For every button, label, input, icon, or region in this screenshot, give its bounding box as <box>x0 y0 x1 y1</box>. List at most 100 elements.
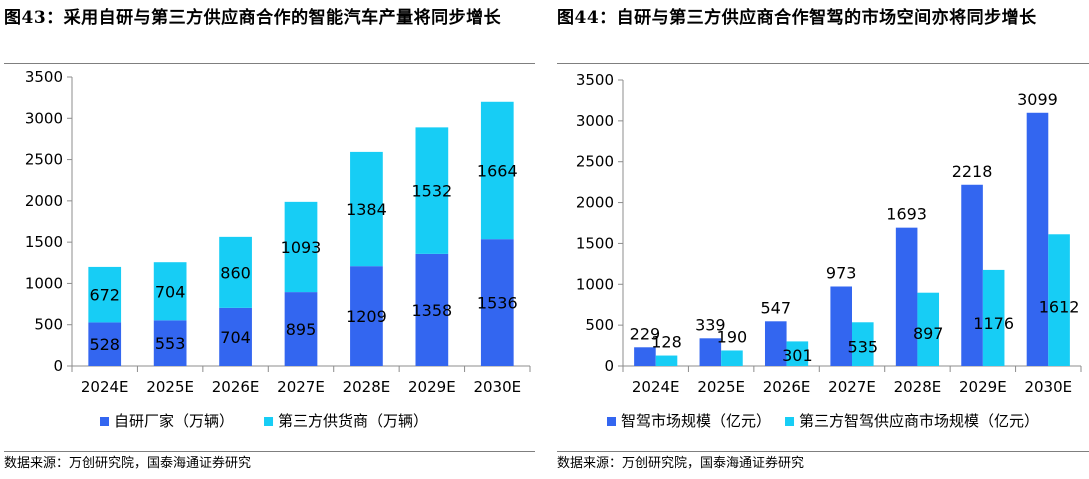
x-tick-label: 2027E <box>277 378 325 396</box>
y-tick-label: 3500 <box>25 68 63 86</box>
y-tick-label: 500 <box>34 316 63 334</box>
bar <box>1026 112 1049 366</box>
data-label: 704 <box>155 282 186 301</box>
y-tick-label: 3000 <box>576 112 614 130</box>
bar <box>699 338 722 366</box>
x-tick-label: 2024E <box>632 378 680 396</box>
bar <box>830 286 852 366</box>
bar <box>961 184 983 366</box>
bar <box>284 292 318 366</box>
x-tick-label: 2029E <box>959 378 1007 396</box>
y-tick-label: 2000 <box>25 192 63 210</box>
bar <box>982 269 1005 366</box>
y-tick-label: 1500 <box>576 234 614 252</box>
data-label: 2218 <box>952 162 993 181</box>
bar <box>415 127 449 254</box>
y-tick-label: 500 <box>585 316 614 334</box>
bar <box>350 266 383 366</box>
data-label: 339 <box>695 315 726 334</box>
bar <box>88 322 122 366</box>
data-label: 229 <box>630 324 661 343</box>
x-tick-label: 2028E <box>343 378 391 396</box>
bar <box>350 151 383 267</box>
y-tick-label: 2000 <box>576 194 614 212</box>
data-label: 3099 <box>1017 90 1058 109</box>
y-tick-label: 0 <box>604 357 614 375</box>
bar <box>284 201 318 293</box>
title-divider <box>557 63 1089 64</box>
y-tick-label: 3500 <box>576 71 614 89</box>
data-label: 535 <box>848 337 879 356</box>
source-divider <box>4 451 535 452</box>
data-label: 895 <box>286 320 317 339</box>
source-divider <box>557 451 1089 452</box>
bar <box>786 341 809 366</box>
bar <box>88 266 122 323</box>
data-label: 553 <box>155 334 186 353</box>
data-label: 1209 <box>346 307 387 326</box>
y-tick-label: 2500 <box>576 153 614 171</box>
figure-title: 图44：自研与第三方供应商合作智驾的市场空间亦将同步增长 <box>557 8 1037 28</box>
x-tick-label: 2030E <box>1024 378 1072 396</box>
y-tick-label: 0 <box>53 357 63 375</box>
legend-swatch <box>785 417 795 426</box>
x-tick-label: 2030E <box>473 378 521 396</box>
stacked-bar-chart: 0 500 1000 1500 2000 2500 3000 3500 2024E 2025E 20… <box>25 68 531 430</box>
bar <box>480 101 514 240</box>
data-label: 547 <box>761 298 792 317</box>
x-tick-label: 2026E <box>212 378 260 396</box>
x-tick-label: 2024E <box>81 378 129 396</box>
data-label: 128 <box>651 333 682 352</box>
y-tick-label: 1000 <box>576 275 614 293</box>
legend-label: 自研厂家（万辆） <box>114 412 234 430</box>
data-source: 数据来源：万创研究院，国泰海通证券研究 <box>4 456 252 471</box>
data-label: 1536 <box>477 294 518 313</box>
figure-title: 图43：采用自研与第三方供应商合作的智能汽车产量将同步增长 <box>4 8 502 28</box>
x-tick-label: 2025E <box>697 378 745 396</box>
data-label: 528 <box>89 335 120 354</box>
legend-label: 第三方智驾供应商市场规模（亿元） <box>799 412 1039 430</box>
bar <box>480 239 514 366</box>
bar <box>852 322 874 366</box>
bar <box>219 307 252 366</box>
data-label: 301 <box>782 346 813 365</box>
y-tick-label: 2500 <box>25 151 63 169</box>
bar <box>415 253 449 366</box>
legend-label: 第三方供货商（万辆） <box>278 412 428 430</box>
bar <box>153 262 187 321</box>
legend-swatch <box>264 417 274 426</box>
y-tick-label: 1500 <box>25 233 63 251</box>
y-tick-label: 3000 <box>25 109 63 127</box>
legend-label: 智驾市场规模（亿元） <box>621 412 771 430</box>
data-label: 1532 <box>411 182 452 201</box>
data-label: 672 <box>89 286 120 305</box>
x-tick-label: 2027E <box>828 378 876 396</box>
bar <box>721 350 743 366</box>
data-label: 1693 <box>886 205 927 224</box>
bar <box>895 227 918 366</box>
data-label: 973 <box>826 263 857 282</box>
x-tick-label: 2028E <box>894 378 942 396</box>
data-label: 190 <box>717 327 748 346</box>
bar <box>655 355 678 366</box>
x-tick-label: 2025E <box>146 378 194 396</box>
x-tick-label: 2026E <box>763 378 811 396</box>
x-tick-label: 2029E <box>408 378 456 396</box>
legend-swatch <box>100 417 109 426</box>
legend-swatch <box>607 417 616 426</box>
chart-panel-right: 图44：自研与第三方供应商合作智驾的市场空间亦将同步增长 0 500 1000 150… <box>553 0 1089 479</box>
y-tick-label: 1000 <box>25 274 63 292</box>
bar <box>153 320 187 366</box>
chart-panel-left: 图43：采用自研与第三方供应商合作的智能汽车产量将同步增长 0 500 1000 15… <box>0 0 535 479</box>
data-label: 1358 <box>411 301 452 320</box>
data-label: 1664 <box>477 161 518 180</box>
bar <box>917 292 940 366</box>
data-label: 1176 <box>973 314 1014 333</box>
bar <box>1048 234 1070 366</box>
data-label: 1093 <box>281 238 322 257</box>
bar <box>219 236 252 308</box>
bar <box>764 321 787 366</box>
data-label: 704 <box>220 328 251 347</box>
grouped-bar-chart: 0 500 1000 1500 2000 2500 3000 3500 2024E 2025E 20… <box>576 71 1082 430</box>
data-source: 数据来源：万创研究院，国泰海通证券研究 <box>557 456 805 471</box>
